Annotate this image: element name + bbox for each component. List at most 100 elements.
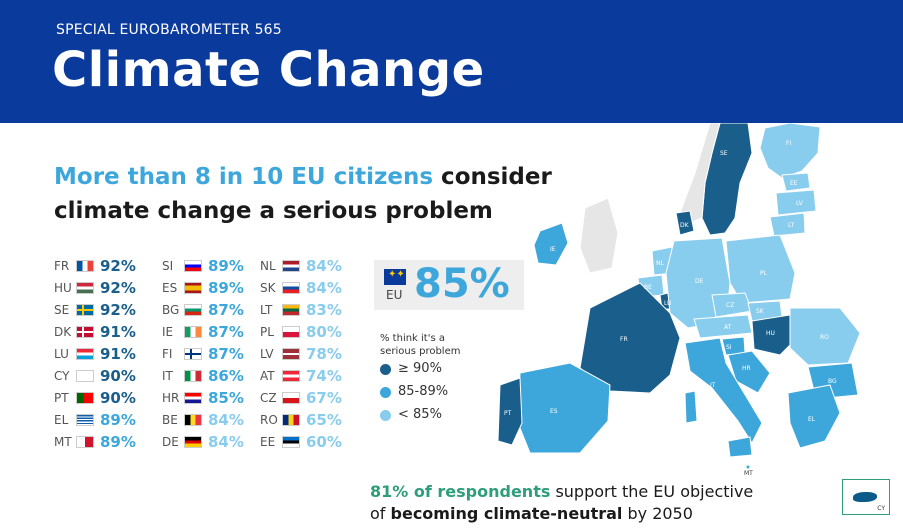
eu-percentage: 85% bbox=[414, 261, 510, 307]
country-code: CZ bbox=[260, 391, 277, 405]
bottom-pre: of bbox=[370, 504, 391, 523]
legend-label: 85-89% bbox=[398, 384, 449, 399]
ro-flag-icon bbox=[282, 414, 300, 426]
it-flag-icon bbox=[184, 370, 202, 382]
eu-flag-icon: ✦✦ bbox=[384, 269, 406, 285]
country-percentage: 89% bbox=[208, 279, 244, 297]
country-percentage: 65% bbox=[306, 411, 342, 429]
map-country-uk bbox=[579, 197, 619, 274]
cyprus-label: CY bbox=[877, 505, 885, 512]
country-percentage: 78% bbox=[306, 345, 342, 363]
country-row-it: IT 86% bbox=[162, 365, 272, 387]
map-country-dk bbox=[675, 210, 695, 236]
country-code: RO bbox=[260, 413, 278, 427]
country-code: DE bbox=[162, 435, 179, 449]
country-code: IT bbox=[162, 369, 173, 383]
country-code: SK bbox=[260, 281, 276, 295]
map-country-pt bbox=[497, 377, 523, 446]
legend-caption: % think it's a serious problem bbox=[380, 333, 461, 357]
headline-highlight: More than 8 in 10 EU citizens bbox=[54, 164, 434, 190]
country-percentage: 89% bbox=[100, 433, 136, 451]
ie-flag-icon bbox=[184, 326, 202, 338]
map-country-at bbox=[693, 314, 753, 339]
map-label-si: SI bbox=[726, 344, 732, 351]
country-code: IE bbox=[162, 325, 174, 339]
country-row-ro: RO 65% bbox=[260, 409, 370, 431]
map-label-fi: FI bbox=[786, 140, 791, 147]
page-title: Climate Change bbox=[52, 42, 485, 98]
country-code: LU bbox=[54, 347, 69, 361]
si-flag-icon bbox=[184, 260, 202, 272]
be-flag-icon bbox=[184, 414, 202, 426]
es-flag-icon bbox=[184, 282, 202, 294]
country-row-hu: HU 92% bbox=[54, 277, 164, 299]
map-label-lt: LT bbox=[788, 222, 795, 229]
country-row-bg: BG 87% bbox=[162, 299, 272, 321]
country-percentage: 84% bbox=[306, 257, 342, 275]
map-label-el: EL bbox=[808, 416, 816, 423]
eu-label: EU bbox=[386, 288, 403, 302]
country-row-pt: PT 90% bbox=[54, 387, 164, 409]
map-country-fr bbox=[579, 282, 681, 394]
country-percentage: 85% bbox=[208, 389, 244, 407]
bottom-post: by 2050 bbox=[622, 504, 693, 523]
bottom-highlight: 81% of respondents bbox=[370, 482, 551, 501]
country-percentage: 80% bbox=[306, 323, 342, 341]
lv-flag-icon bbox=[282, 348, 300, 360]
country-percentage: 89% bbox=[208, 257, 244, 275]
lt-flag-icon bbox=[282, 304, 300, 316]
de-flag-icon bbox=[184, 436, 202, 448]
map-country-pl bbox=[725, 234, 796, 304]
legend-item: < 85% bbox=[380, 408, 480, 427]
country-row-be: BE 84% bbox=[162, 409, 272, 431]
country-percentage: 92% bbox=[100, 257, 136, 275]
map-label-fr: FR bbox=[620, 336, 628, 343]
country-percentage: 84% bbox=[306, 279, 342, 297]
country-percentage: 91% bbox=[100, 345, 136, 363]
country-row-de: DE 84% bbox=[162, 431, 272, 453]
country-row-at: AT 74% bbox=[260, 365, 370, 387]
map-label-mt: MT bbox=[744, 470, 753, 477]
country-code: PL bbox=[260, 325, 274, 339]
country-code: EE bbox=[260, 435, 276, 449]
country-code: HR bbox=[162, 391, 180, 405]
pl-flag-icon bbox=[282, 326, 300, 338]
map-country-it-sardinia bbox=[684, 390, 698, 424]
country-percentage: 67% bbox=[306, 389, 342, 407]
bottom-rest1: support the EU objective bbox=[550, 482, 754, 501]
pt-flag-icon bbox=[76, 392, 94, 404]
report-subtitle: SPECIAL EUROBAROMETER 565 bbox=[56, 22, 282, 38]
nl-flag-icon bbox=[282, 260, 300, 272]
country-code: HU bbox=[54, 281, 72, 295]
el-flag-icon bbox=[76, 414, 94, 426]
country-code: CY bbox=[54, 369, 70, 383]
sk-flag-icon bbox=[282, 282, 300, 294]
map-label-ie: IE bbox=[550, 246, 556, 253]
country-row-fi: FI 87% bbox=[162, 343, 272, 365]
map-label-de: DE bbox=[695, 278, 704, 285]
country-code: PT bbox=[54, 391, 69, 405]
at-flag-icon bbox=[282, 370, 300, 382]
country-code: NL bbox=[260, 259, 276, 273]
map-label-hr: HR bbox=[742, 365, 751, 372]
country-code: MT bbox=[54, 435, 72, 449]
country-percentage: 92% bbox=[100, 279, 136, 297]
country-row-es: ES 89% bbox=[162, 277, 272, 299]
country-row-fr: FR 92% bbox=[54, 255, 164, 277]
cyprus-inset: CY bbox=[842, 479, 890, 515]
country-row-sk: SK 84% bbox=[260, 277, 370, 299]
map-label-es: ES bbox=[550, 408, 558, 415]
hu-flag-icon bbox=[76, 282, 94, 294]
country-row-mt: MT 89% bbox=[54, 431, 164, 453]
map-label-at: AT bbox=[724, 324, 732, 331]
country-percentage: 84% bbox=[208, 433, 244, 451]
country-row-hr: HR 85% bbox=[162, 387, 272, 409]
map-country-it-sicily bbox=[727, 436, 753, 458]
bottom-statement: 81% of respondents support the EU object… bbox=[370, 481, 753, 525]
map-label-pt: PT bbox=[504, 410, 512, 417]
header-banner: SPECIAL EUROBAROMETER 565 Climate Change bbox=[0, 0, 903, 123]
country-row-si: SI 89% bbox=[162, 255, 272, 277]
bottom-bold: becoming climate-neutral bbox=[390, 504, 623, 523]
country-percentage: 91% bbox=[100, 323, 136, 341]
cz-flag-icon bbox=[282, 392, 300, 404]
